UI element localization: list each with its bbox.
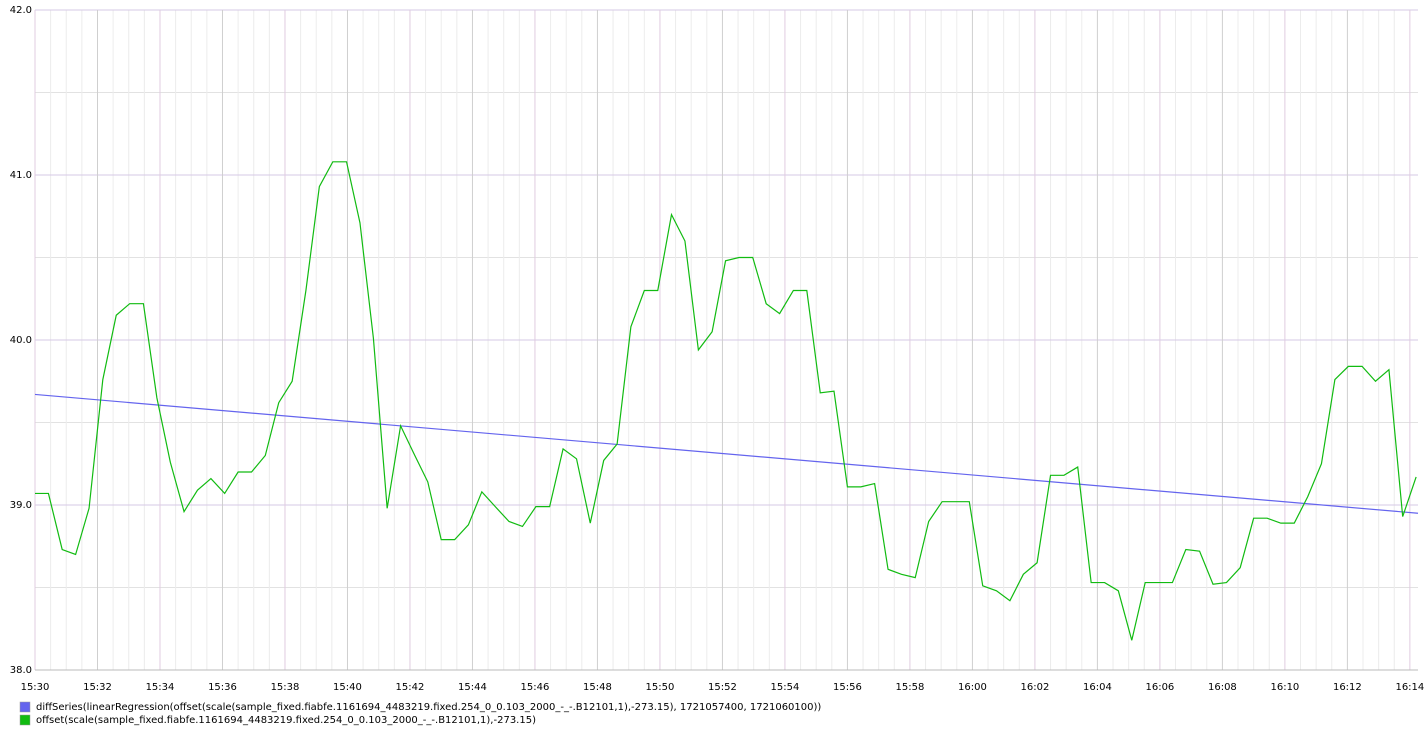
y-tick-label: 38.0 xyxy=(10,665,32,676)
x-tick-label: 16:06 xyxy=(1145,682,1174,693)
x-tick-label: 16:02 xyxy=(1020,682,1049,693)
legend-swatch xyxy=(19,701,31,713)
x-tick-label: 15:50 xyxy=(646,682,675,693)
x-tick-label: 16:14 xyxy=(1395,682,1424,693)
x-tick-label: 15:36 xyxy=(208,682,237,693)
x-tick-label: 15:32 xyxy=(83,682,112,693)
y-tick-label: 42.0 xyxy=(10,5,32,16)
y-tick-label: 39.0 xyxy=(10,500,32,511)
x-tick-label: 15:40 xyxy=(333,682,362,693)
x-tick-label: 16:08 xyxy=(1208,682,1237,693)
x-tick-label: 15:54 xyxy=(771,682,800,693)
x-tick-label: 15:58 xyxy=(896,682,925,693)
x-tick-label: 16:12 xyxy=(1333,682,1362,693)
x-tick-label: 15:52 xyxy=(708,682,737,693)
x-tick-label: 16:00 xyxy=(958,682,987,693)
x-tick-label: 15:44 xyxy=(458,682,487,693)
x-tick-label: 15:34 xyxy=(146,682,175,693)
x-tick-label: 16:10 xyxy=(1270,682,1299,693)
legend-swatch xyxy=(19,714,31,726)
y-tick-label: 41.0 xyxy=(10,170,32,181)
x-tick-label: 15:38 xyxy=(271,682,300,693)
x-tick-label: 16:04 xyxy=(1083,682,1112,693)
legend-label: diffSeries(linearRegression(offset(scale… xyxy=(36,702,821,713)
series-line xyxy=(35,161,1417,641)
legend-label: offset(scale(sample_fixed.fiabfe.1161694… xyxy=(36,715,536,726)
x-tick-label: 15:46 xyxy=(521,682,550,693)
series-line xyxy=(34,393,1419,514)
y-tick-label: 40.0 xyxy=(10,335,32,346)
x-tick-label: 15:42 xyxy=(396,682,425,693)
x-tick-label: 15:56 xyxy=(833,682,862,693)
x-tick-label: 15:48 xyxy=(583,682,612,693)
x-tick-label: 15:30 xyxy=(21,682,50,693)
